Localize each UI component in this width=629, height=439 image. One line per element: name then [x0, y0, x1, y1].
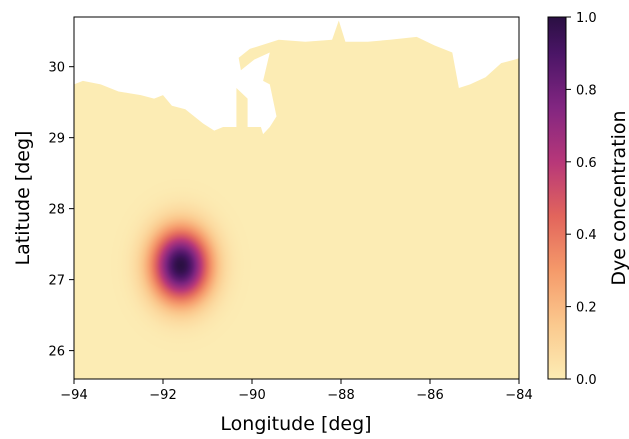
colorbar-tick-label: 0.0	[576, 373, 597, 388]
colorbar-tick-label: 0.8	[576, 83, 597, 98]
colorbar	[548, 17, 566, 379]
colorbar-tick-label: 1.0	[576, 11, 597, 26]
y-axis: 26 27 28 29 30	[48, 61, 74, 360]
colorbar-tick-label: 0.6	[576, 156, 597, 171]
x-tick-label: −88	[327, 388, 354, 403]
x-tick-label: −90	[238, 388, 265, 403]
colorbar-tick-label: 0.2	[576, 301, 597, 316]
land-mask	[74, 17, 519, 135]
y-axis-label: Latitude [deg]	[12, 131, 34, 266]
x-tick-label: −86	[416, 388, 443, 403]
y-tick-label: 26	[48, 345, 65, 360]
x-axis: −94 −92 −90 −88 −86 −84	[60, 379, 533, 403]
x-tick-label: −94	[60, 388, 87, 403]
y-tick-label: 27	[48, 274, 65, 289]
plot-frame	[73, 16, 520, 380]
plot-area	[74, 17, 519, 379]
x-axis-label: Longitude [deg]	[220, 413, 371, 435]
y-tick-label: 29	[48, 132, 65, 147]
colorbar-label: Dye concentration	[608, 110, 629, 285]
x-tick-label: −84	[505, 388, 532, 403]
x-tick-label: −92	[149, 388, 176, 403]
colorbar-axis: 0.0 0.2 0.4 0.6 0.8 1.0	[566, 11, 597, 388]
colorbar-frame	[547, 16, 567, 380]
dye-concentration-blob	[110, 178, 251, 353]
y-tick-label: 30	[48, 61, 65, 76]
y-tick-label: 28	[48, 203, 65, 218]
colorbar-tick-label: 0.4	[576, 228, 597, 243]
